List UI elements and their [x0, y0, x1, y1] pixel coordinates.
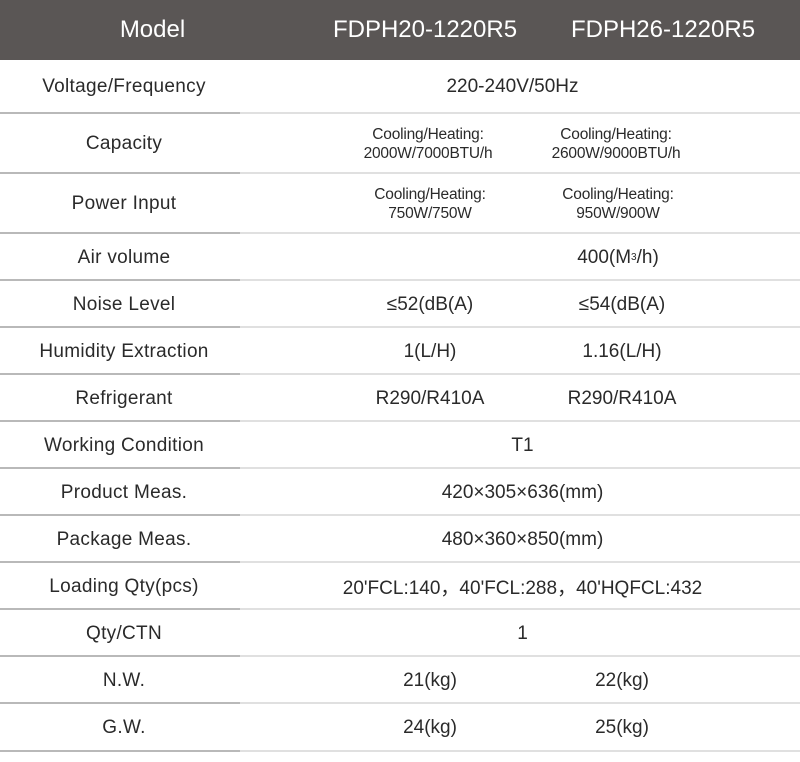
capacity-m2-line1: Cooling/Heating: [560, 126, 672, 143]
row-loading-qty: Loading Qty(pcs) 20'FCL:140，40'FCL:288，4… [0, 563, 800, 610]
row-voltage: Voltage/Frequency 220-240V/50Hz [0, 60, 800, 114]
voltage-value: 220-240V/50Hz [446, 76, 579, 97]
noise-model-1: ≤52(dB(A) [386, 293, 474, 315]
row-label: Capacity [85, 133, 163, 154]
loading-qty-value: 20'FCL:140，40'FCL:288，40'HQFCL:432 [342, 578, 703, 599]
row-label: Loading Qty(pcs) [49, 575, 199, 597]
power-m2-line2: 950W/900W [576, 205, 660, 222]
row-qty-ctn: Qty/CTN 1 [0, 610, 800, 657]
row-net-weight: N.W. 21(kg) 22(kg) [0, 657, 800, 704]
power-model-1: Cooling/Heating: 750W/750W [330, 174, 530, 234]
product-meas-value: 420×305×636(mm) [441, 481, 604, 503]
air-volume-value: 400(M 3/h) [518, 234, 718, 281]
capacity-model-2: Cooling/Heating: 2600W/9000BTU/h [516, 114, 716, 174]
package-meas-value: 480×360×850(mm) [441, 528, 604, 550]
row-working-condition: Working Condition T1 [0, 422, 800, 469]
humidity-model-1: 1(L/H) [403, 340, 457, 362]
row-refrigerant: Refrigerant R290/R410A R290/R410A [0, 375, 800, 422]
row-label: Working Condition [44, 434, 204, 456]
row-humidity-extraction: Humidity Extraction 1(L/H) 1.16(L/H) [0, 328, 800, 375]
nw-model-1: 21(kg) [403, 669, 457, 691]
capacity-m1-line1: Cooling/Heating: [372, 126, 484, 143]
air-value-prefix: 400(M [577, 246, 632, 268]
row-label: Refrigerant [75, 387, 173, 409]
row-air-volume: Air volume 400(M 3/h) [0, 234, 800, 281]
row-label: N.W. [102, 669, 146, 691]
power-m1-line1: Cooling/Heating: [374, 186, 486, 203]
row-label: Voltage/Frequency [42, 76, 206, 97]
capacity-m2-line2: 2600W/9000BTU/h [551, 145, 681, 162]
row-product-meas: Product Meas. 420×305×636(mm) [0, 469, 800, 516]
refrigerant-model-1: R290/R410A [375, 387, 485, 409]
row-label: Humidity Extraction [39, 340, 209, 362]
row-capacity: Capacity Cooling/Heating: 2000W/7000BTU/… [0, 114, 800, 174]
capacity-m1-line2: 2000W/7000BTU/h [363, 145, 493, 162]
power-m2-line1: Cooling/Heating: [562, 186, 674, 203]
power-m1-line2: 750W/750W [388, 205, 472, 222]
row-label: Package Meas. [56, 528, 192, 550]
power-model-2: Cooling/Heating: 950W/900W [518, 174, 718, 234]
row-label: Noise Level [72, 293, 176, 315]
row-label: Product Meas. [60, 481, 188, 503]
row-label: Power Input [71, 193, 177, 214]
row-label: Qty/CTN [86, 622, 162, 644]
gw-model-2: 25(kg) [595, 717, 649, 738]
row-gross-weight: G.W. 24(kg) 25(kg) [0, 704, 800, 752]
refrigerant-model-2: R290/R410A [567, 387, 677, 409]
row-package-meas: Package Meas. 480×360×850(mm) [0, 516, 800, 563]
working-condition-value: T1 [511, 434, 534, 456]
air-value-sup: 3 [631, 252, 637, 263]
row-power-input: Power Input Cooling/Heating: 750W/750W C… [0, 174, 800, 234]
gw-model-1: 24(kg) [403, 717, 457, 738]
noise-model-2: ≤54(dB(A) [578, 293, 666, 315]
header-model-label: Model [119, 16, 186, 43]
header-model-1: FDPH20-1220R5 [332, 16, 518, 43]
header-model-2: FDPH26-1220R5 [570, 16, 756, 43]
humidity-model-2: 1.16(L/H) [582, 340, 662, 362]
air-value-suffix: /h) [636, 246, 659, 268]
row-noise-level: Noise Level ≤52(dB(A) ≤54(dB(A) [0, 281, 800, 328]
qty-ctn-value: 1 [517, 622, 528, 644]
row-label: G.W. [102, 717, 146, 738]
capacity-model-1: Cooling/Heating: 2000W/7000BTU/h [328, 114, 528, 174]
table-header: Model FDPH20-1220R5 FDPH26-1220R5 [0, 0, 800, 60]
nw-model-2: 22(kg) [595, 669, 649, 691]
row-label: Air volume [77, 246, 171, 268]
